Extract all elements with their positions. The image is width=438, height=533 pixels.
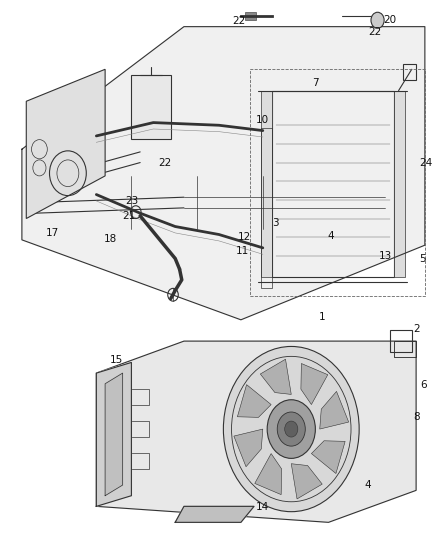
Bar — [261, 128, 272, 288]
Bar — [261, 91, 272, 277]
Text: 1: 1 — [318, 312, 325, 322]
Bar — [245, 12, 256, 20]
Polygon shape — [26, 69, 105, 219]
Polygon shape — [320, 391, 349, 429]
Polygon shape — [105, 373, 123, 496]
Polygon shape — [301, 364, 328, 405]
Text: 20: 20 — [383, 15, 396, 25]
Text: 13: 13 — [379, 251, 392, 261]
Polygon shape — [237, 385, 271, 417]
Bar — [131, 75, 171, 139]
Bar — [272, 91, 394, 277]
Text: 12: 12 — [238, 232, 251, 242]
Polygon shape — [175, 506, 254, 522]
Text: 3: 3 — [272, 218, 279, 228]
Text: 5: 5 — [419, 254, 426, 263]
Circle shape — [285, 421, 298, 437]
Bar — [131, 453, 149, 469]
Circle shape — [267, 400, 315, 458]
Bar — [403, 64, 416, 80]
Polygon shape — [260, 359, 291, 394]
Text: 10: 10 — [256, 115, 269, 125]
Bar — [394, 341, 416, 357]
Polygon shape — [255, 454, 282, 495]
Bar — [394, 91, 405, 277]
Text: 23: 23 — [125, 197, 138, 206]
Text: 22: 22 — [368, 27, 381, 37]
Polygon shape — [311, 441, 345, 473]
Text: 11: 11 — [236, 246, 249, 255]
Text: 2: 2 — [413, 325, 420, 334]
Text: 4: 4 — [364, 480, 371, 490]
Bar — [131, 421, 149, 437]
Text: 6: 6 — [420, 380, 427, 390]
Text: 15: 15 — [110, 355, 123, 365]
Text: 17: 17 — [46, 229, 59, 238]
Bar — [394, 341, 416, 357]
Text: 24: 24 — [419, 158, 432, 167]
Text: 18: 18 — [104, 234, 117, 244]
Bar — [131, 389, 149, 405]
Circle shape — [371, 12, 384, 28]
Circle shape — [223, 346, 359, 512]
Polygon shape — [96, 341, 416, 522]
Polygon shape — [22, 27, 425, 320]
Polygon shape — [96, 362, 131, 506]
Polygon shape — [291, 464, 322, 499]
Polygon shape — [234, 429, 263, 467]
Text: 7: 7 — [312, 78, 319, 87]
Text: 22: 22 — [232, 17, 245, 26]
Bar — [390, 330, 412, 352]
Circle shape — [277, 412, 305, 446]
Text: 22: 22 — [159, 158, 172, 167]
Text: 8: 8 — [413, 412, 420, 422]
Text: 4: 4 — [327, 231, 334, 241]
Text: 14: 14 — [256, 503, 269, 512]
Text: 21: 21 — [122, 212, 135, 221]
